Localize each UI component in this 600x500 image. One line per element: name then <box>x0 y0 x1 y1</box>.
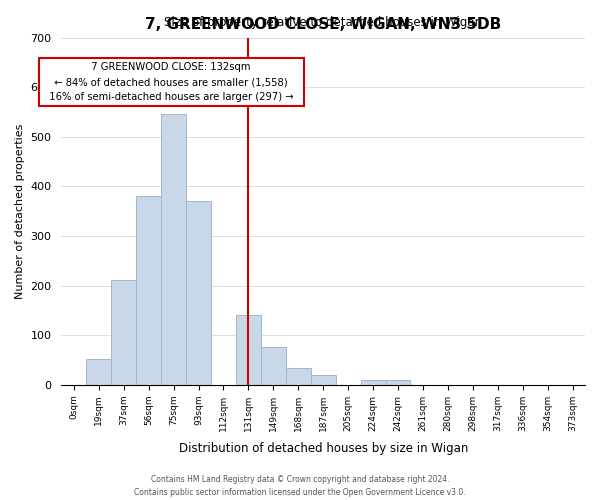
Bar <box>236 316 261 385</box>
Bar <box>261 347 286 385</box>
Text: Size of property relative to detached houses in Wigan: Size of property relative to detached ho… <box>164 16 482 29</box>
X-axis label: Distribution of detached houses by size in Wigan: Distribution of detached houses by size … <box>179 442 468 455</box>
Bar <box>186 202 211 385</box>
Text: Contains HM Land Registry data © Crown copyright and database right 2024.
Contai: Contains HM Land Registry data © Crown c… <box>134 476 466 497</box>
Title: 7, GREENWOOD CLOSE, WIGAN, WN3 5DB: 7, GREENWOOD CLOSE, WIGAN, WN3 5DB <box>145 18 502 32</box>
Bar <box>361 380 386 385</box>
Bar <box>161 114 186 385</box>
Bar <box>136 196 161 385</box>
Y-axis label: Number of detached properties: Number of detached properties <box>15 124 25 299</box>
Text: 7 GREENWOOD CLOSE: 132sqm  
  ← 84% of detached houses are smaller (1,558)  
  1: 7 GREENWOOD CLOSE: 132sqm ← 84% of detac… <box>43 62 299 102</box>
Bar <box>86 358 111 385</box>
Bar <box>386 380 410 385</box>
Bar <box>311 375 335 385</box>
Bar <box>111 280 136 385</box>
Bar <box>286 368 311 385</box>
